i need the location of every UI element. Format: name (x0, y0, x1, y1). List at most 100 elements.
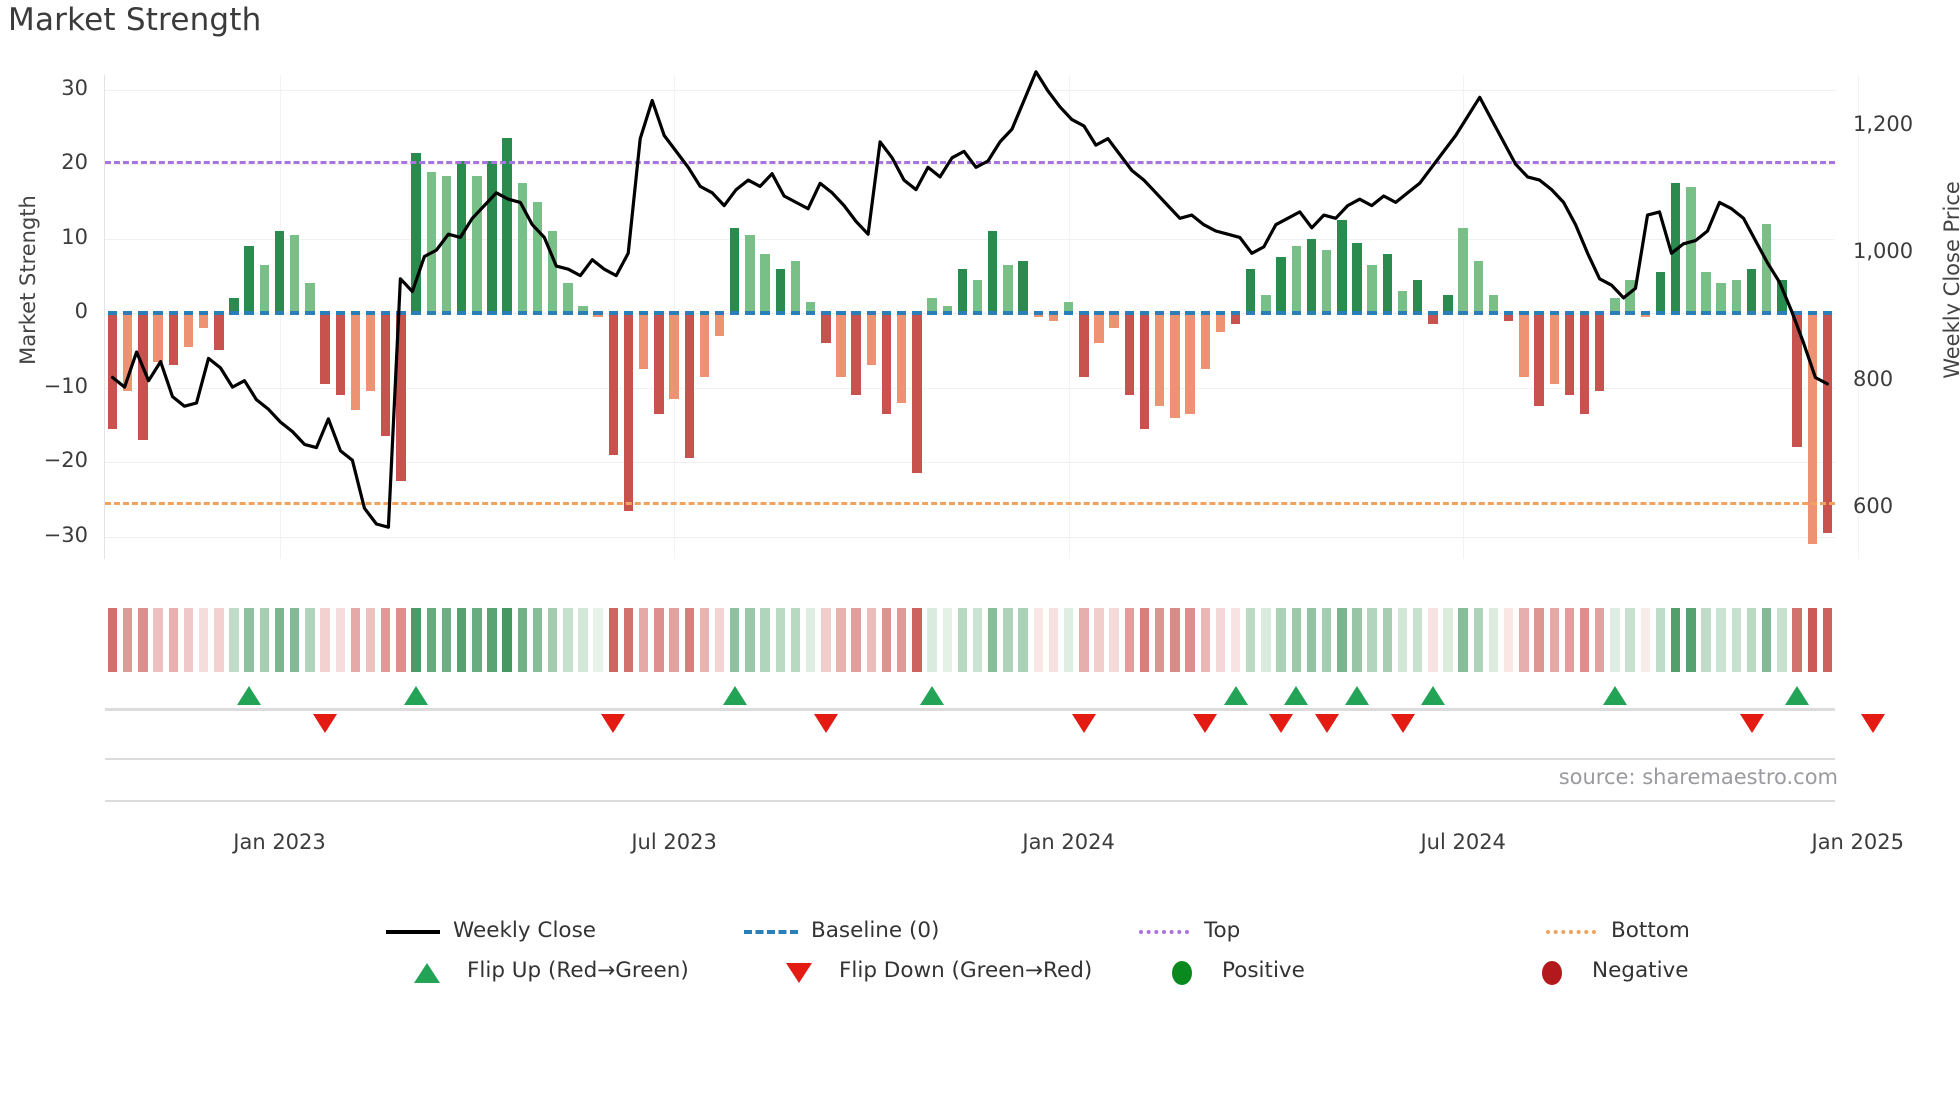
baseline-segment (790, 311, 801, 316)
legend-item[interactable]: Baseline (0) (744, 918, 939, 943)
legend-item[interactable]: Bottom (1544, 918, 1690, 943)
strip-cell (699, 608, 710, 672)
flip-up-marker (920, 686, 945, 705)
strip-cell (320, 608, 330, 672)
bar (1094, 313, 1104, 344)
bar (1488, 294, 1499, 314)
baseline-segment (1215, 311, 1226, 316)
bar (532, 201, 543, 314)
bar (1458, 227, 1468, 314)
baseline-segment (1428, 311, 1438, 316)
gridline (105, 313, 1835, 315)
strip-cell (1777, 608, 1787, 672)
flip-down-marker (1314, 714, 1339, 733)
gridline (105, 462, 1835, 464)
weekly-close-line (110, 70, 1830, 529)
chart-plot-area (104, 70, 1859, 559)
bar (866, 313, 877, 366)
bar (563, 283, 573, 314)
strip-cell (1276, 608, 1286, 672)
baseline-segment (942, 311, 952, 316)
x-tick-label: Jan 2025 (1811, 830, 1905, 854)
y-tick-label-left: 0 (74, 299, 88, 324)
flip-down-marker (313, 714, 338, 733)
strip-cell (1367, 608, 1377, 672)
baseline-segment (350, 311, 361, 316)
bar (502, 138, 512, 314)
bar (1306, 238, 1317, 314)
baseline-segment (1063, 311, 1074, 316)
baseline-segment (396, 311, 406, 316)
bar (1185, 313, 1195, 414)
baseline-segment (1170, 311, 1180, 316)
baseline-segment (851, 311, 861, 316)
baseline-segment (1519, 311, 1529, 316)
strip-cell (532, 608, 543, 672)
strip-cell (153, 608, 163, 672)
legend-item[interactable]: Top (1137, 918, 1240, 943)
baseline-segment (1762, 311, 1772, 316)
baseline-segment (183, 311, 194, 316)
bar (639, 313, 649, 370)
y-tick-label-left: −30 (43, 522, 88, 547)
baseline-segment (1595, 311, 1605, 316)
flip-down-marker (1269, 714, 1294, 733)
strip-cell (1625, 608, 1635, 672)
bar (1352, 242, 1362, 314)
bar (441, 175, 452, 314)
bar (1382, 253, 1393, 314)
strip-cell (183, 608, 194, 672)
baseline-segment (1777, 311, 1787, 316)
baseline-segment (1337, 311, 1347, 316)
bar (1519, 313, 1529, 377)
baseline-segment (563, 311, 573, 316)
circle-red-icon (1525, 960, 1579, 985)
strip-cell (1033, 608, 1043, 672)
legend-item[interactable]: Flip Up (Red→Green) (400, 958, 689, 983)
bar (851, 313, 861, 396)
bar (229, 298, 239, 314)
baseline-segment (472, 311, 482, 316)
bar (1246, 268, 1256, 314)
legend-item[interactable]: Positive (1155, 958, 1305, 985)
baseline-segment (805, 311, 816, 316)
vertical-gridline (1068, 75, 1070, 559)
bar (1170, 313, 1180, 418)
strip-cell (244, 608, 254, 672)
strip-cell (1792, 608, 1802, 672)
legend-item[interactable]: Weekly Close (386, 918, 596, 943)
strip-cell (456, 608, 467, 672)
strip-cell (1428, 608, 1438, 672)
bar (988, 231, 998, 314)
legend-item[interactable]: Negative (1525, 958, 1689, 985)
strip-cell (805, 608, 816, 672)
strip-cell (350, 608, 361, 672)
baseline-segment (1367, 311, 1377, 316)
baseline-segment (153, 311, 163, 316)
legend-label: Top (1204, 918, 1241, 943)
bar (1321, 249, 1332, 314)
bar (1777, 279, 1787, 314)
baseline-segment (1124, 311, 1135, 316)
strip-cell (821, 608, 831, 672)
bar (365, 313, 376, 392)
bar (214, 313, 224, 351)
strip-cell (669, 608, 679, 672)
bar (487, 160, 497, 314)
bar (274, 231, 285, 314)
baseline-segment (502, 311, 512, 316)
bar (305, 283, 315, 314)
x-tick-label: Jul 2023 (631, 830, 717, 854)
baseline-segment (1200, 311, 1210, 316)
strip-cell (942, 608, 952, 672)
bar (1595, 313, 1605, 392)
divider-upper (105, 758, 1835, 760)
legend-item[interactable]: Flip Down (Green→Red) (772, 958, 1092, 983)
baseline-segment (426, 311, 436, 316)
legend-row-2: Flip Up (Red→Green) Flip Down (Green→Red)… (0, 958, 1960, 998)
legend-label: Flip Down (Green→Red) (839, 958, 1093, 983)
baseline-segment (1185, 311, 1195, 316)
top-reference-line (105, 160, 1835, 164)
baseline-segment (1443, 311, 1453, 316)
bar (547, 231, 558, 314)
